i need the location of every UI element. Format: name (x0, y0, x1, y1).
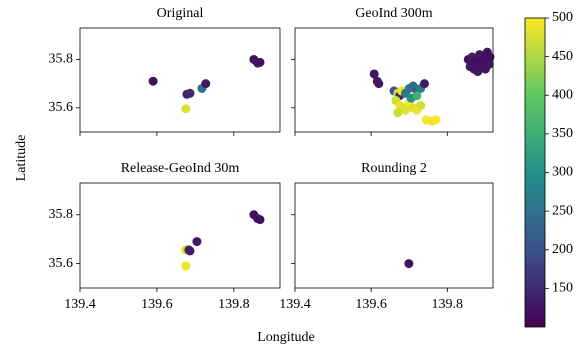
axes-frame (294, 182, 494, 289)
y-tick-label: 35.8 (49, 207, 74, 222)
scatter-point (185, 88, 195, 98)
scatter-point (473, 67, 483, 77)
x-axis-label: Longitude (257, 330, 315, 345)
axes-frame (79, 182, 281, 289)
axes-frame (294, 27, 494, 133)
scatter-point (480, 64, 490, 74)
y-tick-label: 35.6 (49, 256, 74, 271)
colorbar-tick-label: 450 (552, 49, 573, 64)
scatter-point (412, 91, 422, 101)
colorbar-tick-label: 150 (552, 281, 573, 296)
subplot-title: Release-GeoInd 30m (121, 161, 240, 176)
subplot-title: Original (157, 6, 204, 21)
scatter-point (393, 108, 403, 118)
scatter-point (192, 237, 202, 247)
scatter-point (148, 76, 158, 86)
x-tick-label: 139.6 (355, 297, 387, 312)
subplot-title: GeoInd 300m (355, 6, 432, 21)
x-tick-label: 139.8 (432, 297, 464, 312)
x-tick-label: 139.6 (141, 297, 173, 312)
colorbar-tick-label: 350 (552, 126, 573, 141)
axes-frame (79, 27, 281, 133)
scatter-point (404, 259, 414, 269)
scatter-point (416, 100, 426, 110)
subplot-title: Rounding 2 (361, 161, 427, 176)
colorbar (524, 17, 546, 328)
scatter-point (181, 104, 191, 114)
colorbar-tick-label: 250 (552, 203, 573, 218)
y-tick-label: 35.6 (49, 100, 74, 115)
x-tick-label: 139.4 (64, 297, 96, 312)
scatter-point (374, 79, 384, 89)
scatter-point (255, 57, 265, 67)
x-tick-label: 139.8 (218, 297, 250, 312)
scatter-point (185, 246, 195, 256)
scatter-point (400, 105, 410, 115)
scatter-point (369, 69, 379, 79)
scatter-point (419, 79, 429, 89)
colorbar-tick-label: 500 (552, 10, 573, 25)
scatter-point (485, 52, 495, 62)
scatter-point (431, 115, 441, 125)
colorbar-tick-label: 300 (552, 165, 573, 180)
colorbar-tick-label: 400 (552, 87, 573, 102)
y-tick-label: 35.8 (49, 52, 74, 67)
colorbar-tick-label: 200 (552, 242, 573, 257)
scatter-point (201, 79, 211, 89)
scatter-point (181, 261, 191, 271)
scatter-point (255, 215, 265, 225)
x-tick-label: 139.4 (279, 297, 311, 312)
y-axis-label: Latitude (14, 135, 29, 182)
